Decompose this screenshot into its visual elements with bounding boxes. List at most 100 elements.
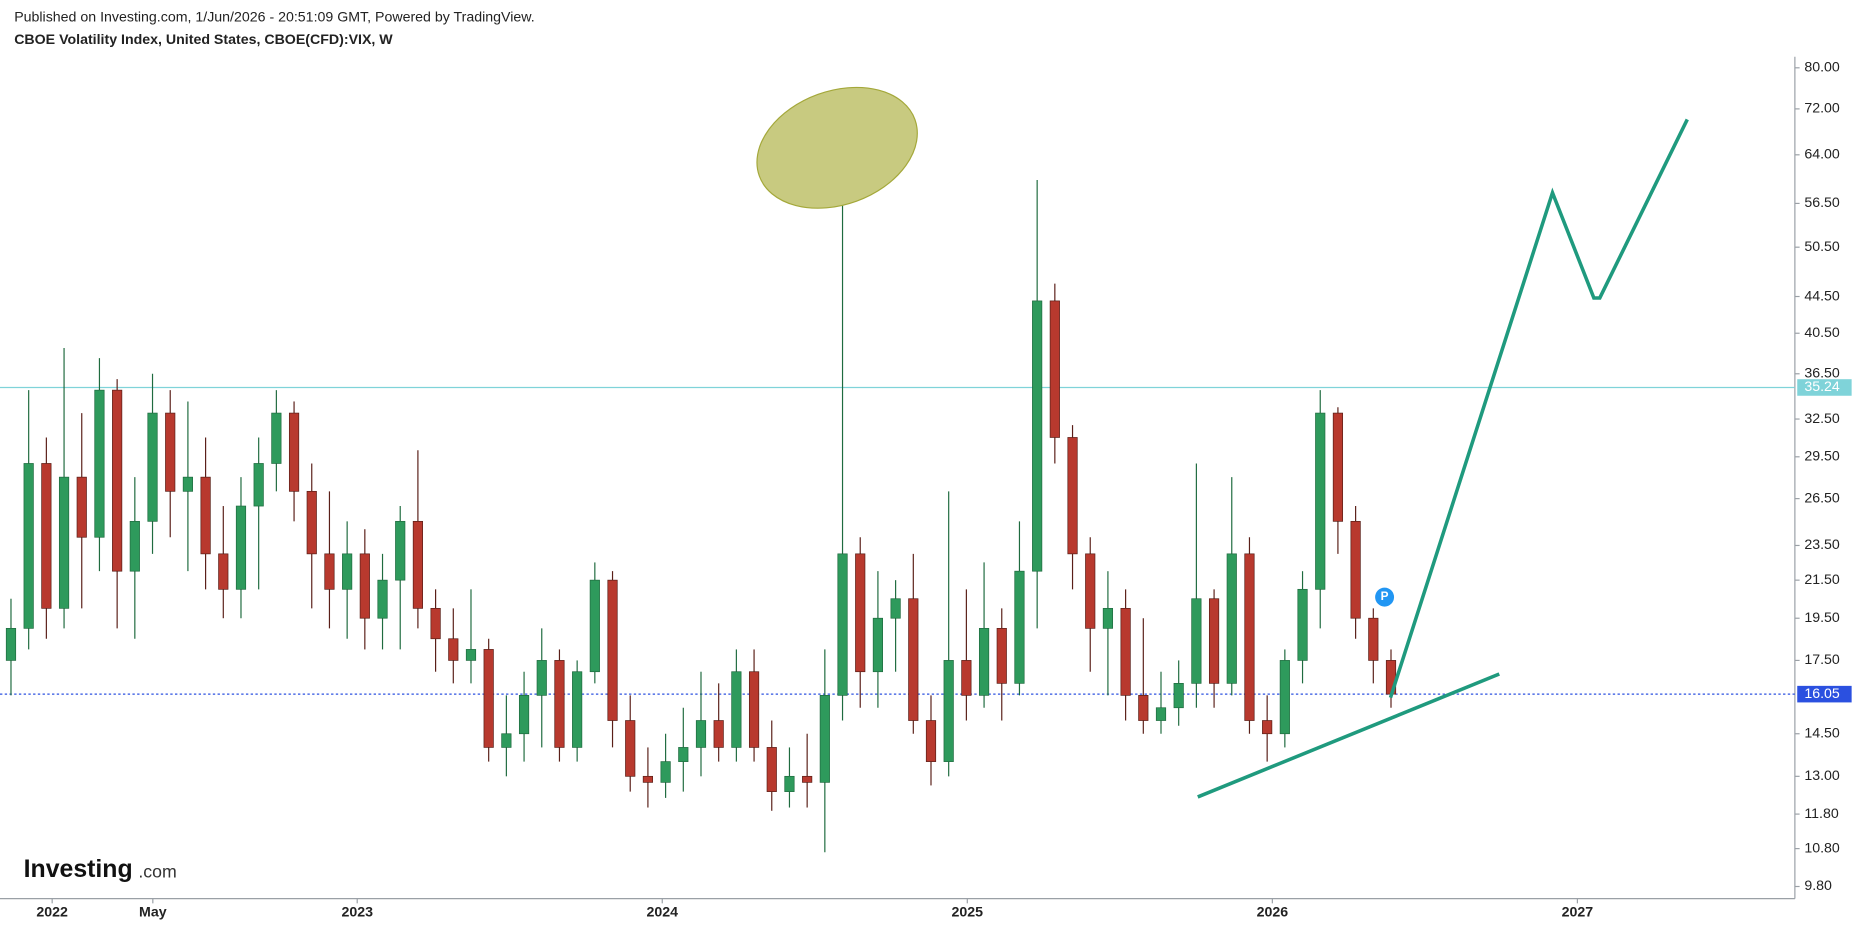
chart-subtitle: Published on Investing.com, 1/Jun/2026 -… xyxy=(14,9,534,25)
candle-body xyxy=(129,520,140,572)
y-tick-label: 32.50 xyxy=(1804,411,1840,427)
y-tick-label: 19.50 xyxy=(1804,610,1840,626)
candle-body xyxy=(1032,300,1043,572)
chart-title: CBOE Volatility Index, United States, CB… xyxy=(14,32,393,48)
candle-body xyxy=(465,649,477,661)
candle-body xyxy=(1297,588,1308,661)
candle-body xyxy=(695,720,707,748)
y-tick-label: 40.50 xyxy=(1804,325,1840,341)
x-tick-label: 2023 xyxy=(341,905,373,921)
candle-body xyxy=(554,660,565,748)
candle-body xyxy=(872,617,884,673)
candle-body xyxy=(1244,553,1255,721)
candle-body xyxy=(713,720,724,748)
x-tick-label: May xyxy=(139,905,167,921)
candle-body xyxy=(766,747,777,792)
candle-body xyxy=(1067,437,1078,555)
logo: Investing .com xyxy=(24,856,177,883)
candle-body xyxy=(253,463,264,507)
marker-label: P xyxy=(1381,589,1389,603)
candle-body xyxy=(483,649,494,748)
candle-body xyxy=(961,660,972,696)
candle-body xyxy=(377,579,388,619)
candle-body xyxy=(395,520,406,581)
candle-body xyxy=(784,775,795,792)
candle-body xyxy=(625,720,636,777)
candle-body xyxy=(271,412,282,464)
y-tick-label: 11.80 xyxy=(1804,806,1839,822)
candle-body xyxy=(925,720,937,762)
candle-body xyxy=(642,775,653,783)
candle-body xyxy=(1332,412,1344,522)
plot-area xyxy=(0,148,1795,853)
candle-body xyxy=(536,660,547,696)
y-tick-label: 26.50 xyxy=(1804,490,1840,506)
candle-body xyxy=(448,638,459,661)
y-tick-label: 9.80 xyxy=(1804,878,1832,894)
x-tick-label: 2027 xyxy=(1562,905,1594,921)
candle-body xyxy=(1315,412,1326,590)
candle-body xyxy=(1085,553,1096,629)
y-tick-label: 17.50 xyxy=(1804,652,1840,668)
candle-body xyxy=(1173,683,1184,709)
candle-body xyxy=(1155,707,1167,721)
candle-body xyxy=(1350,520,1361,619)
candle-body xyxy=(182,476,193,492)
candle-body xyxy=(572,671,583,748)
candle-body xyxy=(748,671,760,748)
candle-body xyxy=(501,733,512,748)
x-tick-label: 2026 xyxy=(1257,905,1289,921)
candle-body xyxy=(430,607,441,640)
y-tick-label: 64.00 xyxy=(1804,147,1840,163)
candle-body xyxy=(518,695,530,735)
candle-body xyxy=(731,671,742,748)
candle-body xyxy=(1226,553,1237,684)
candle-body xyxy=(802,775,813,783)
candle-body xyxy=(1049,300,1060,438)
candle-body xyxy=(306,490,317,555)
candle-body xyxy=(1279,660,1290,735)
candle-body xyxy=(1368,617,1379,661)
candle-body xyxy=(324,553,335,590)
y-tick-label: 10.80 xyxy=(1804,840,1840,856)
price-badge xyxy=(1797,685,1852,703)
candle-body xyxy=(589,579,600,673)
candle-body xyxy=(1208,598,1220,684)
projection-path xyxy=(1388,118,1689,699)
y-tick-label: 14.50 xyxy=(1804,725,1840,741)
candle-body xyxy=(200,476,211,555)
candle-body xyxy=(288,412,300,492)
x-tick-label: 2025 xyxy=(952,905,984,921)
y-tick-label: 23.50 xyxy=(1804,537,1840,553)
y-tick-label: 44.50 xyxy=(1804,288,1840,304)
candle-body xyxy=(359,553,370,619)
candle-body xyxy=(1138,695,1149,721)
candle-body xyxy=(678,747,689,762)
logo-brand: Investing xyxy=(24,856,133,883)
candle-body xyxy=(23,463,34,629)
candle-body xyxy=(890,598,901,619)
y-tick-label: 36.50 xyxy=(1804,366,1840,382)
candle-body xyxy=(996,627,1007,684)
candle-body xyxy=(837,553,848,696)
price-badge-label: 35.24 xyxy=(1804,379,1840,395)
candle-body xyxy=(855,553,866,673)
candle-body xyxy=(819,695,830,783)
candle-body xyxy=(660,761,671,783)
candle-body xyxy=(218,553,229,590)
candle-body xyxy=(165,412,176,492)
candle-body xyxy=(41,463,52,609)
x-tick-label: 2022 xyxy=(36,905,68,921)
candle-body xyxy=(94,389,105,538)
price-badge xyxy=(1797,379,1852,396)
y-tick-label: 29.50 xyxy=(1804,449,1840,465)
candle-body xyxy=(1191,598,1202,684)
marker-pin[interactable] xyxy=(1375,587,1395,607)
price-badge-label: 16.05 xyxy=(1804,686,1840,702)
y-tick-label: 21.50 xyxy=(1804,572,1840,588)
y-tick-label: 72.00 xyxy=(1804,101,1840,117)
axes xyxy=(0,56,1796,900)
